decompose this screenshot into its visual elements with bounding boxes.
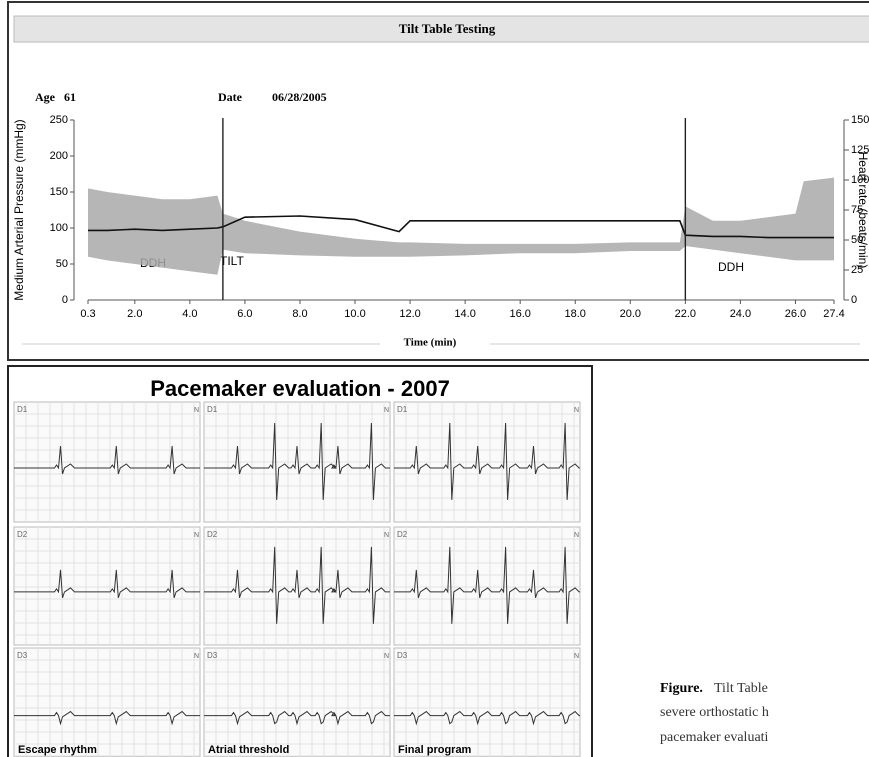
x-tick-label: 8.0 [292, 308, 307, 320]
y-tick-label: 150 [50, 186, 68, 198]
ecg-title: Pacemaker evaluation - 2007 [150, 376, 450, 401]
caption-label: Figure. [660, 681, 703, 696]
lead-marker: N [574, 532, 579, 539]
annotation: TILT [220, 254, 244, 268]
y2-tick-label: 50 [851, 234, 863, 246]
date-label: Date [218, 90, 243, 104]
lead-label: D3 [397, 651, 408, 660]
x-axis-label: Time (min) [404, 337, 457, 349]
y-tick-label: 0 [62, 294, 68, 306]
x-tick-label: 27.4 [823, 308, 844, 320]
ecg-grid [14, 527, 200, 645]
age-value: 61 [64, 90, 76, 104]
lead-label: D2 [397, 530, 408, 539]
y2-tick-label: 100 [851, 174, 869, 186]
x-tick-label: 16.0 [509, 308, 530, 320]
y-tick-label: 50 [56, 258, 68, 270]
y2-tick-label: 0 [851, 294, 857, 306]
x-tick-label: 24.0 [730, 308, 751, 320]
ecg-grid [204, 527, 390, 645]
page: {"header": {"title": "Tilt Table Testing… [0, 0, 869, 757]
caption-line: Tilt Table [714, 681, 768, 696]
x-tick-label: 2.0 [127, 308, 142, 320]
ecg-grid [204, 648, 390, 757]
y-tick-label: 200 [50, 150, 68, 162]
x-tick-label: 18.0 [565, 308, 586, 320]
caption-line: severe orthostatic h [660, 705, 769, 720]
ecg-grid [394, 648, 580, 757]
lead-marker: N [194, 407, 199, 414]
x-tick-label: 22.0 [675, 308, 696, 320]
figure: Tilt Table Testing Age 61 Date 06/28/200… [0, 0, 869, 757]
x-tick-label: 26.0 [785, 308, 806, 320]
y2-tick-label: 125 [851, 144, 869, 156]
lead-marker: N [194, 653, 199, 660]
x-tick-label: 0.3 [80, 308, 95, 320]
panel-title: Tilt Table Testing [399, 21, 496, 36]
lead-label: D1 [17, 405, 28, 414]
y2-tick-label: 150 [851, 114, 869, 126]
column-label: Final program [398, 744, 472, 756]
column-label: Atrial threshold [208, 744, 289, 756]
x-tick-label: 14.0 [454, 308, 475, 320]
lead-marker: N [384, 407, 389, 414]
lead-marker: N [574, 407, 579, 414]
lead-label: D2 [207, 530, 218, 539]
lead-label: D1 [397, 405, 408, 414]
annotation: DDH [718, 260, 744, 274]
lead-marker: N [384, 532, 389, 539]
ecg-grid [14, 648, 200, 757]
lead-marker: N [384, 653, 389, 660]
y-tick-label: 250 [50, 114, 68, 126]
date-value: 06/28/2005 [272, 90, 327, 104]
caption-line: pacemaker evaluati [660, 730, 769, 745]
x-tick-label: 6.0 [237, 308, 252, 320]
x-tick-label: 12.0 [399, 308, 420, 320]
lead-label: D3 [207, 651, 218, 660]
x-tick-label: 4.0 [182, 308, 197, 320]
y-axis-label: Medium Arterial Pressure (mmHg) [12, 119, 26, 300]
lead-label: D3 [17, 651, 28, 660]
ecg-grid [394, 527, 580, 645]
column-label: Escape rhythm [18, 744, 97, 756]
x-tick-label: 20.0 [620, 308, 641, 320]
y-tick-label: 100 [50, 222, 68, 234]
x-tick-label: 10.0 [344, 308, 365, 320]
lead-marker: N [574, 653, 579, 660]
y2-tick-label: 25 [851, 264, 863, 276]
lead-marker: N [194, 532, 199, 539]
lead-label: D1 [207, 405, 218, 414]
tilt-panel [8, 2, 869, 360]
y2-tick-label: 75 [851, 204, 863, 216]
age-label: Age [35, 90, 56, 104]
lead-label: D2 [17, 530, 28, 539]
